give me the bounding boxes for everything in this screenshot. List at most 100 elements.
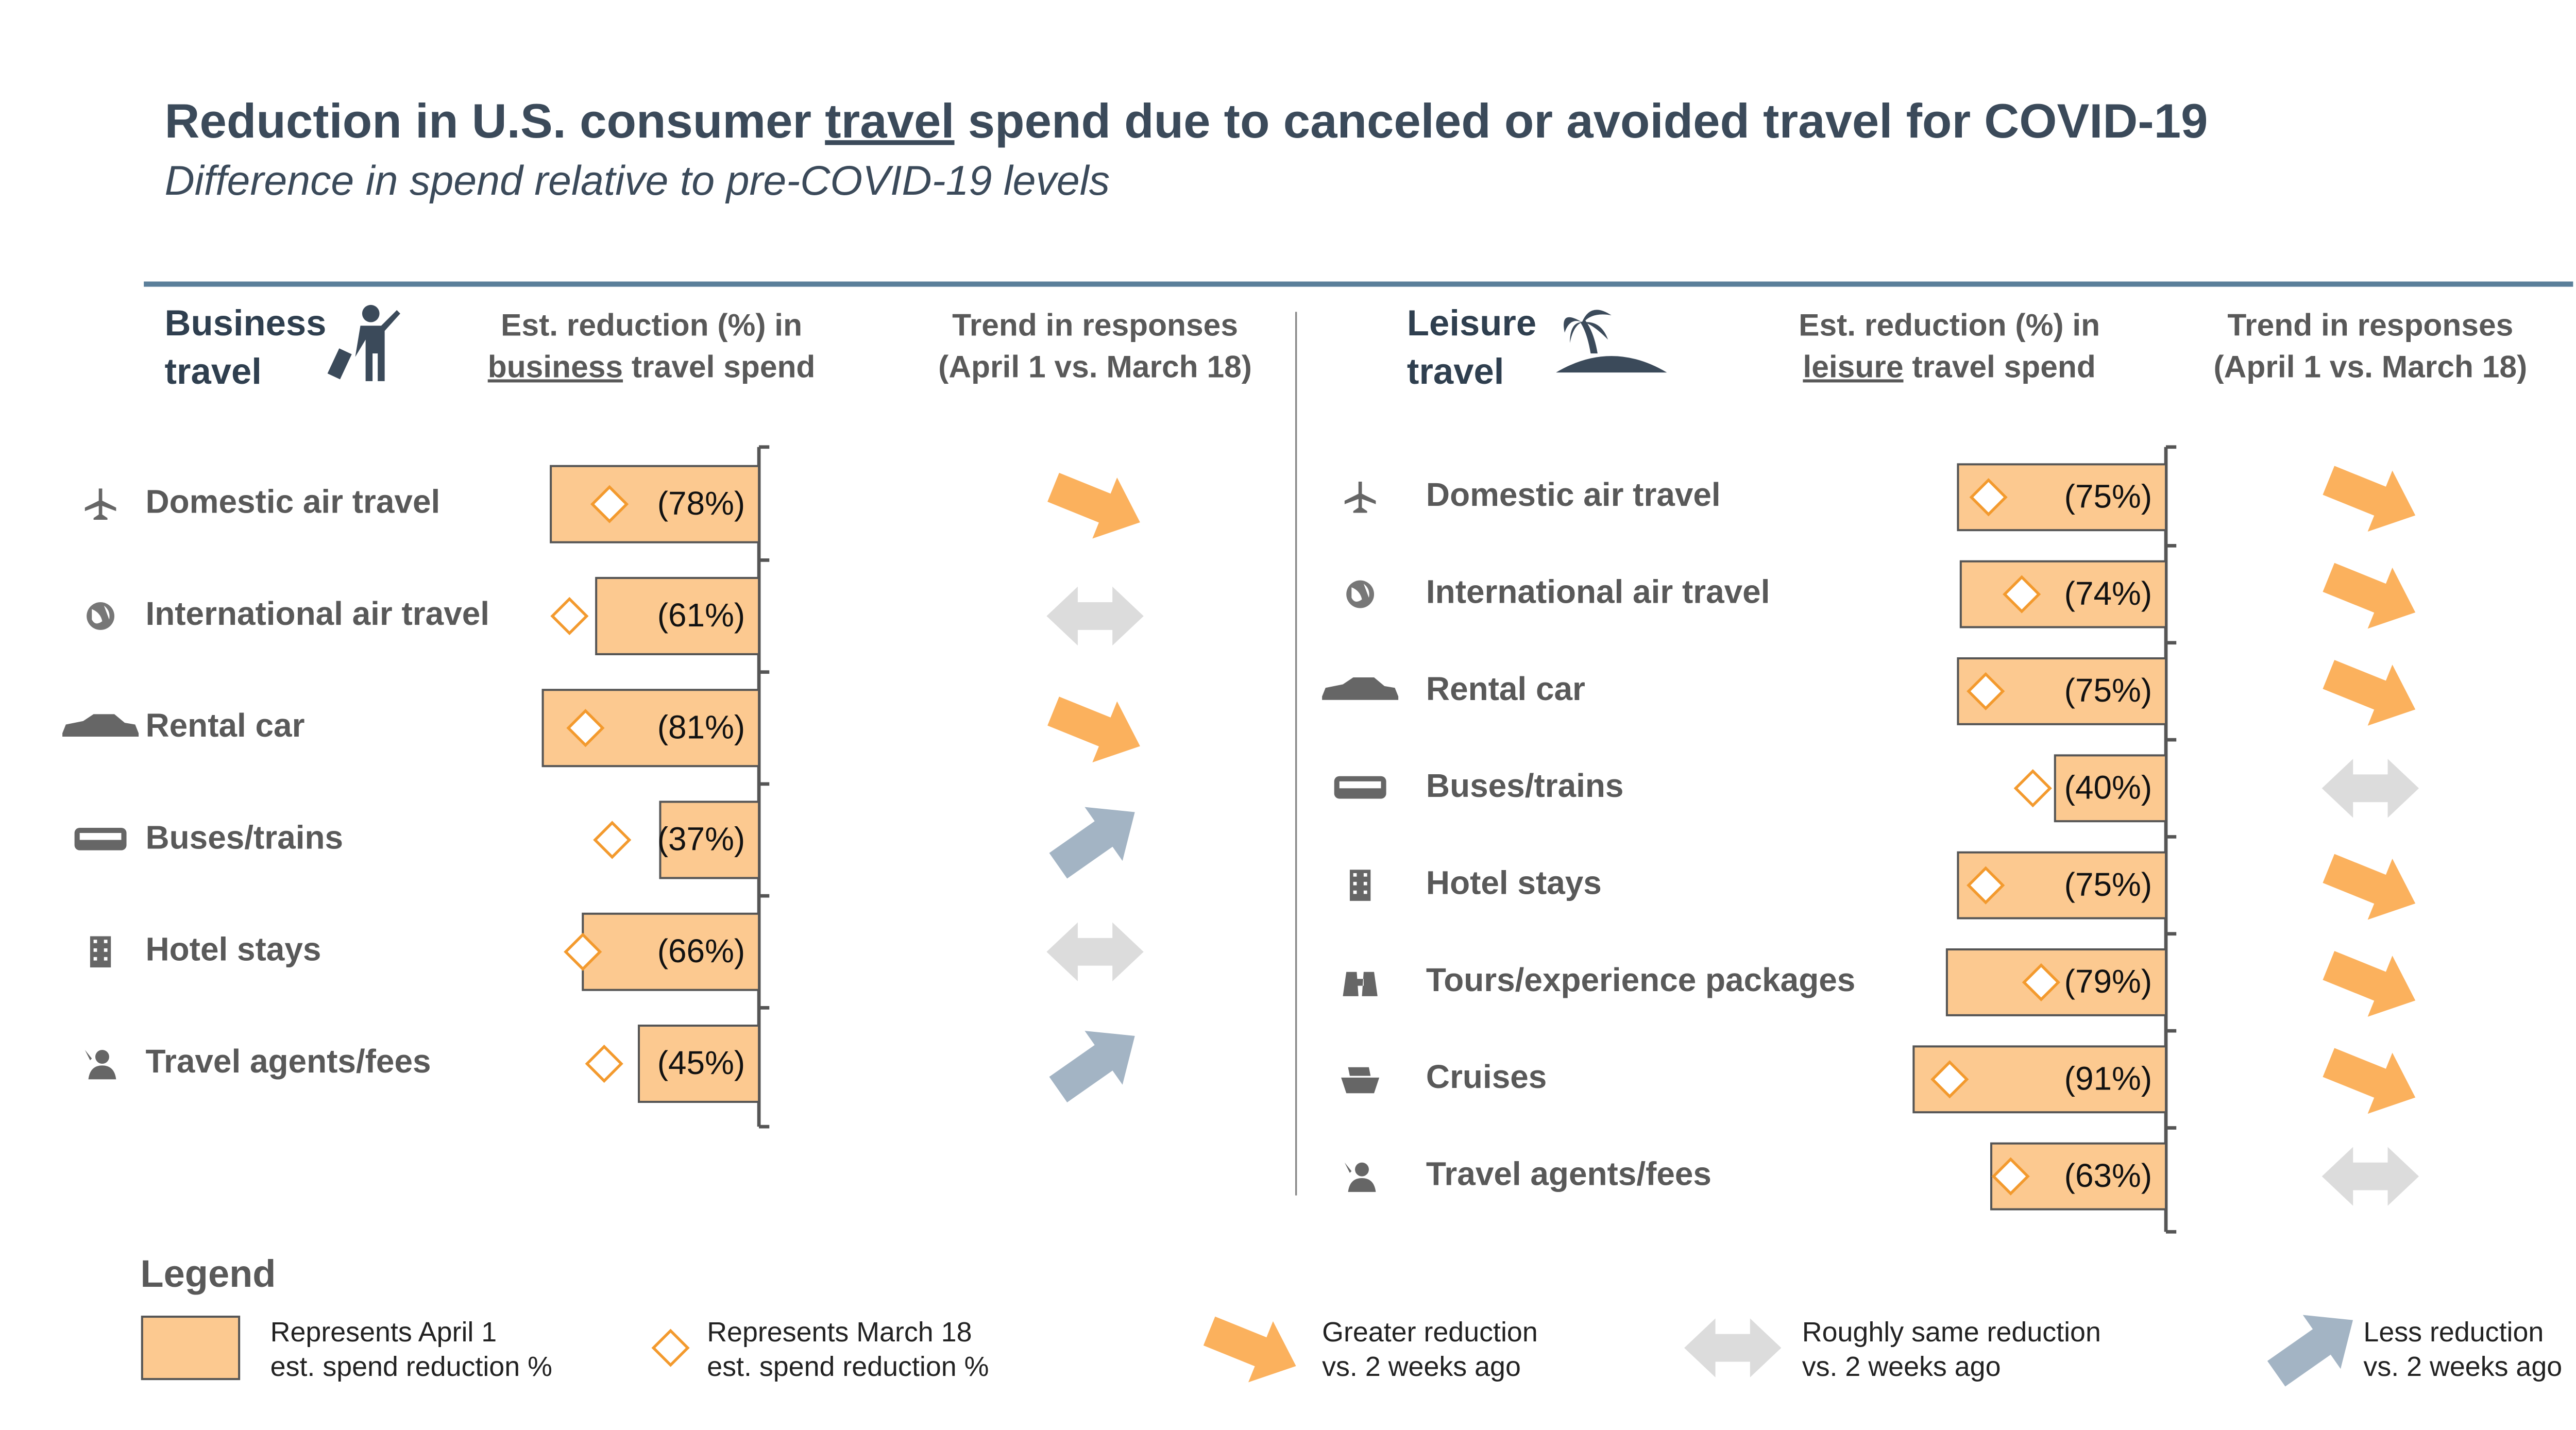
trend-arrow-same — [2321, 759, 2419, 818]
diamond — [566, 709, 605, 747]
icon-plane — [1344, 481, 1376, 513]
diamond — [1967, 866, 2005, 905]
category-label: Cruises — [1426, 1058, 1547, 1095]
icon-globe — [87, 602, 114, 630]
diamond — [550, 597, 589, 636]
header-part: travel spend — [1912, 349, 2096, 384]
icon-shape — [1355, 1162, 1369, 1177]
icon-shape — [1346, 580, 1375, 608]
icon-shape — [1351, 584, 1369, 602]
category-label: Travel agents/fees — [146, 1043, 431, 1080]
bar — [659, 801, 760, 879]
icon-shape — [62, 714, 139, 737]
category-label: Buses/trains — [1426, 767, 1624, 804]
trend-arrow-greater — [1047, 696, 1140, 763]
legend-title: Legend — [140, 1252, 276, 1295]
section-icon — [327, 304, 400, 381]
legend-label: Roughly same reduction — [1802, 1317, 2101, 1348]
trend-arrow-less — [1049, 807, 1135, 879]
value-label: (74%) — [2064, 575, 2152, 612]
icon-shape — [362, 304, 380, 322]
icon-bus — [1334, 776, 1386, 799]
header-keyword: leisure — [1803, 349, 1903, 384]
icon-car — [62, 714, 139, 737]
trend-arrow-greater — [2323, 466, 2416, 532]
trend-arrow-same — [1684, 1318, 1782, 1377]
column-header: (April 1 vs. March 18) — [2214, 349, 2528, 384]
icon-shape — [1353, 873, 1367, 894]
bar — [2054, 754, 2167, 823]
column-header: business travel spend — [488, 349, 816, 384]
title-part: Reduction in U.S. consumer — [165, 94, 812, 148]
trend-arrow-same — [1046, 922, 1144, 981]
icon-globe — [1346, 580, 1375, 608]
trend-arrow-greater — [2323, 951, 2416, 1017]
title: Reduction in U.S. consumer travel spend … — [165, 94, 2208, 148]
column-header: (April 1 vs. March 18) — [938, 349, 1252, 384]
legend-label: vs. 2 weeks ago — [1322, 1351, 1521, 1382]
icon-shape — [90, 936, 111, 968]
diamond — [2003, 575, 2041, 614]
value-label: (63%) — [2064, 1157, 2152, 1194]
legend-label: Less reduction — [2363, 1317, 2544, 1348]
section-title: Business — [165, 302, 327, 343]
section-title: Leisure — [1407, 302, 1536, 343]
category-label: Domestic air travel — [1426, 476, 1721, 513]
diamond — [590, 485, 629, 523]
bar — [550, 465, 760, 543]
legend-label: vs. 2 weeks ago — [1802, 1351, 2001, 1382]
bar — [638, 1025, 760, 1103]
trend-arrow-greater — [1203, 1316, 1296, 1383]
legend-label: Greater reduction — [1322, 1317, 1538, 1348]
legend-label: est. spend reduction % — [707, 1351, 989, 1382]
category-label: Hotel stays — [1426, 864, 1602, 901]
icon-agent — [84, 1050, 116, 1080]
diamond — [564, 932, 602, 971]
trend-arrow-same — [1046, 586, 1144, 646]
icon-shape — [84, 1050, 116, 1080]
value-label: (66%) — [657, 932, 745, 969]
bar — [1959, 560, 2167, 628]
icon-shape — [1322, 677, 1399, 700]
icon-shape — [79, 833, 122, 840]
trend-arrow-same — [2321, 1147, 2419, 1206]
icon-shape — [327, 348, 352, 380]
icon-shape — [355, 310, 400, 381]
header-keyword: business — [488, 349, 623, 384]
icon-hotel — [90, 936, 111, 968]
diamond — [593, 821, 632, 859]
legend-label: Represents March 18 — [707, 1317, 972, 1348]
icon-shape — [1349, 870, 1371, 901]
icon-hotel — [1349, 870, 1371, 901]
icon-shape — [1564, 310, 1612, 343]
diamond — [2013, 769, 2052, 808]
diamond — [1969, 478, 2008, 517]
category-label: International air travel — [146, 595, 490, 632]
category-label: Hotel stays — [146, 931, 321, 968]
icon-shape — [1344, 1162, 1376, 1192]
trend-arrow-less — [2267, 1315, 2353, 1387]
title-part: travel — [825, 94, 954, 148]
category-label: Buses/trains — [146, 819, 343, 856]
legend-label: vs. 2 weeks ago — [2363, 1351, 2562, 1382]
icon-shape — [1556, 356, 1667, 373]
icon-car — [1322, 677, 1399, 700]
category-label: Travel agents/fees — [1426, 1155, 1711, 1193]
legend-swatch — [141, 1316, 241, 1381]
icon-shape — [1341, 1067, 1380, 1094]
icon-agent — [1344, 1162, 1376, 1192]
diamond — [2022, 963, 2060, 1002]
value-label: (45%) — [657, 1044, 745, 1081]
legend-label: Represents April 1 — [270, 1317, 497, 1348]
icon-shape — [92, 605, 110, 624]
value-label: (81%) — [657, 708, 745, 745]
value-label: (75%) — [2064, 866, 2152, 903]
icon-shape — [84, 488, 116, 520]
diamond — [651, 1329, 690, 1367]
diamond — [585, 1044, 623, 1083]
diamond — [1991, 1157, 2030, 1196]
category-label: Rental car — [146, 707, 305, 744]
column-header: Est. reduction (%) in — [1799, 308, 2100, 343]
trend-arrow-greater — [2323, 1048, 2416, 1114]
